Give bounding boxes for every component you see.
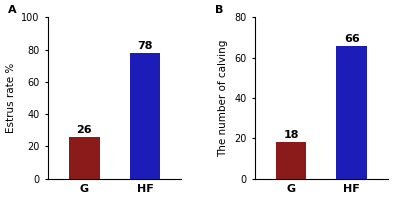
Bar (69, 137, 100, 179)
Bar (276, 143, 306, 179)
Bar (130, 53, 160, 179)
Text: A: A (8, 5, 17, 15)
Y-axis label: Estrus rate %: Estrus rate % (6, 63, 16, 133)
Text: 78: 78 (137, 41, 153, 51)
Text: 26: 26 (76, 125, 92, 135)
Text: B: B (215, 5, 223, 15)
Bar (336, 46, 367, 179)
Text: 66: 66 (344, 34, 360, 44)
Text: 18: 18 (283, 130, 299, 140)
Y-axis label: The number of calving: The number of calving (218, 39, 228, 157)
